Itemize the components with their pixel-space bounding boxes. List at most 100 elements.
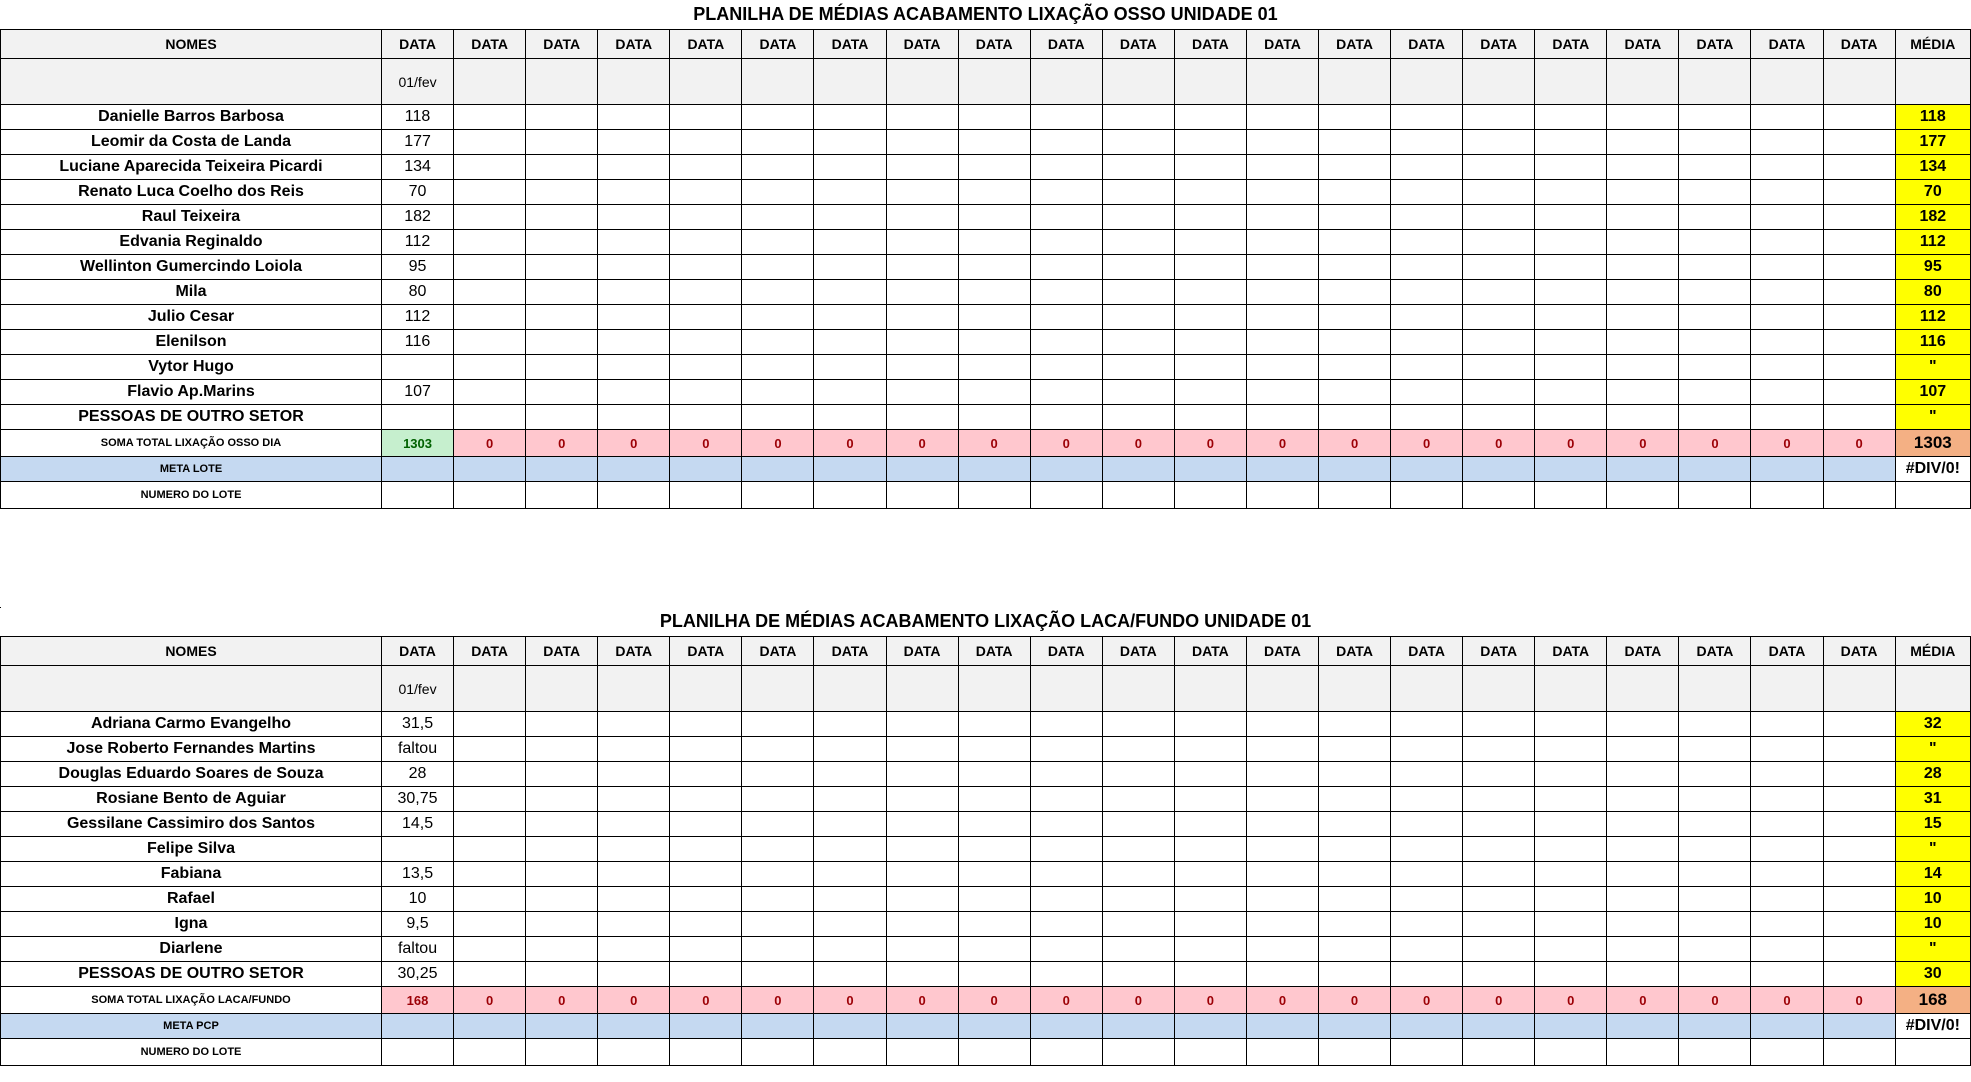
sum-value[interactable]: 0 (525, 986, 599, 1014)
sum-value[interactable]: 0 (1173, 986, 1247, 1014)
day-value-empty[interactable] (1750, 329, 1824, 355)
day-value-empty[interactable] (813, 354, 887, 380)
lote-value-empty[interactable] (1317, 1038, 1392, 1066)
day-value-empty[interactable] (453, 354, 527, 380)
header-data[interactable]: DATA (525, 636, 599, 666)
day-value-empty[interactable] (813, 736, 887, 762)
employee-name[interactable]: Edvania Reginaldo (0, 229, 382, 255)
header-data[interactable]: DATA (1462, 29, 1536, 59)
day-value-empty[interactable] (813, 329, 887, 355)
day-value-empty[interactable] (1173, 229, 1247, 255)
day-value-empty[interactable] (669, 179, 743, 205)
sum-value[interactable]: 0 (669, 986, 743, 1014)
header-data[interactable]: DATA (1534, 636, 1608, 666)
sum-value[interactable]: 0 (1606, 986, 1680, 1014)
date-cell-empty[interactable] (1101, 58, 1175, 105)
day-value-empty[interactable] (1462, 354, 1536, 380)
meta-value-empty[interactable] (1462, 1013, 1536, 1039)
lote-value-empty[interactable] (1606, 1038, 1680, 1066)
day-value-empty[interactable] (957, 154, 1031, 180)
day-value-empty[interactable] (741, 711, 815, 737)
meta-value-empty[interactable] (597, 1013, 671, 1039)
day-value-empty[interactable] (1173, 886, 1247, 912)
day-value-empty[interactable] (669, 886, 743, 912)
lote-value-empty[interactable] (597, 1038, 671, 1066)
date-cell-empty[interactable] (1534, 665, 1608, 712)
sum-label[interactable]: SOMA TOTAL LIXAÇÃO LACA/FUNDO (0, 986, 382, 1014)
sum-value[interactable]: 0 (1822, 986, 1896, 1014)
day-value-empty[interactable] (957, 786, 1031, 812)
sum-value[interactable]: 0 (957, 986, 1031, 1014)
date-cell[interactable]: 01/fev (380, 58, 455, 105)
day-value-empty[interactable] (1029, 104, 1103, 130)
media-value[interactable]: 80 (1894, 279, 1971, 305)
date-cell-empty[interactable] (597, 58, 671, 105)
day-value-empty[interactable] (813, 861, 887, 887)
day-value-empty[interactable] (1390, 154, 1464, 180)
day-value-empty[interactable] (453, 279, 527, 305)
date-label-blank[interactable] (0, 665, 382, 712)
day-value-empty[interactable] (1606, 279, 1680, 305)
day-value-empty[interactable] (1534, 379, 1608, 405)
day-value-empty[interactable] (1606, 404, 1680, 430)
sum-value[interactable]: 0 (1390, 429, 1464, 457)
day-value-empty[interactable] (1606, 861, 1680, 887)
date-cell-empty[interactable] (1462, 665, 1536, 712)
header-media[interactable]: MÉDIA (1894, 29, 1971, 59)
day-value-empty[interactable] (1822, 179, 1896, 205)
meta-value-empty[interactable] (1534, 456, 1608, 482)
date-cell[interactable]: 01/fev (380, 665, 455, 712)
sum-media[interactable]: 168 (1894, 986, 1971, 1014)
day-value-empty[interactable] (1462, 329, 1536, 355)
day-value-empty[interactable] (1390, 354, 1464, 380)
day-value-empty[interactable] (957, 836, 1031, 862)
meta-value-empty[interactable] (741, 1013, 815, 1039)
meta-media[interactable]: #DIV/0! (1894, 456, 1971, 482)
lote-value-empty[interactable] (597, 481, 671, 509)
day-value-empty[interactable] (1750, 786, 1824, 812)
day-value-empty[interactable] (741, 179, 815, 205)
sum-value[interactable]: 0 (1318, 429, 1392, 457)
day-value-empty[interactable] (885, 936, 959, 962)
employee-name[interactable]: Rosiane Bento de Aguiar (0, 786, 382, 812)
day-value-empty[interactable] (1245, 154, 1320, 180)
date-cell-empty[interactable] (1534, 58, 1608, 105)
day-value-empty[interactable] (1534, 811, 1608, 837)
day-value-empty[interactable] (813, 786, 887, 812)
day-value[interactable]: 118 (380, 104, 455, 130)
day-value-empty[interactable] (813, 836, 887, 862)
day-value[interactable]: 14,5 (380, 811, 455, 837)
day-value-empty[interactable] (1678, 354, 1752, 380)
day-value-empty[interactable] (1678, 404, 1752, 430)
meta-value-empty[interactable] (453, 456, 527, 482)
day-value-empty[interactable] (1173, 279, 1247, 305)
day-value-empty[interactable] (453, 861, 527, 887)
header-data[interactable]: DATA (1245, 636, 1320, 666)
day-value-empty[interactable] (1750, 886, 1824, 912)
meta-value-empty[interactable] (1245, 456, 1320, 482)
lote-value-empty[interactable] (1318, 481, 1392, 509)
day-value-empty[interactable] (885, 129, 959, 155)
day-value-empty[interactable] (1318, 204, 1392, 230)
day-value-empty[interactable] (1101, 329, 1175, 355)
sum-value[interactable]: 0 (1462, 429, 1536, 457)
day-value-empty[interactable] (741, 229, 815, 255)
meta-value-empty[interactable] (957, 1013, 1031, 1039)
lote-value-empty[interactable] (1822, 1038, 1896, 1066)
day-value-empty[interactable] (669, 836, 743, 862)
day-value-empty[interactable] (813, 911, 887, 937)
day-value-empty[interactable] (1245, 911, 1320, 937)
media-value[interactable]: " (1894, 404, 1971, 430)
lote-value-empty[interactable] (1534, 1038, 1608, 1066)
day-value-empty[interactable] (1245, 736, 1320, 762)
header-data[interactable]: DATA (1029, 29, 1103, 59)
sum-value[interactable]: 0 (1678, 429, 1752, 457)
day-value-empty[interactable] (1245, 229, 1320, 255)
day-value-empty[interactable] (1101, 961, 1175, 987)
day-value-empty[interactable] (1101, 254, 1175, 280)
day-value-empty[interactable] (1822, 811, 1896, 837)
day-value-empty[interactable] (1534, 911, 1608, 937)
day-value-empty[interactable] (453, 761, 527, 787)
day-value-empty[interactable] (1173, 379, 1247, 405)
day-value-empty[interactable] (1534, 254, 1608, 280)
